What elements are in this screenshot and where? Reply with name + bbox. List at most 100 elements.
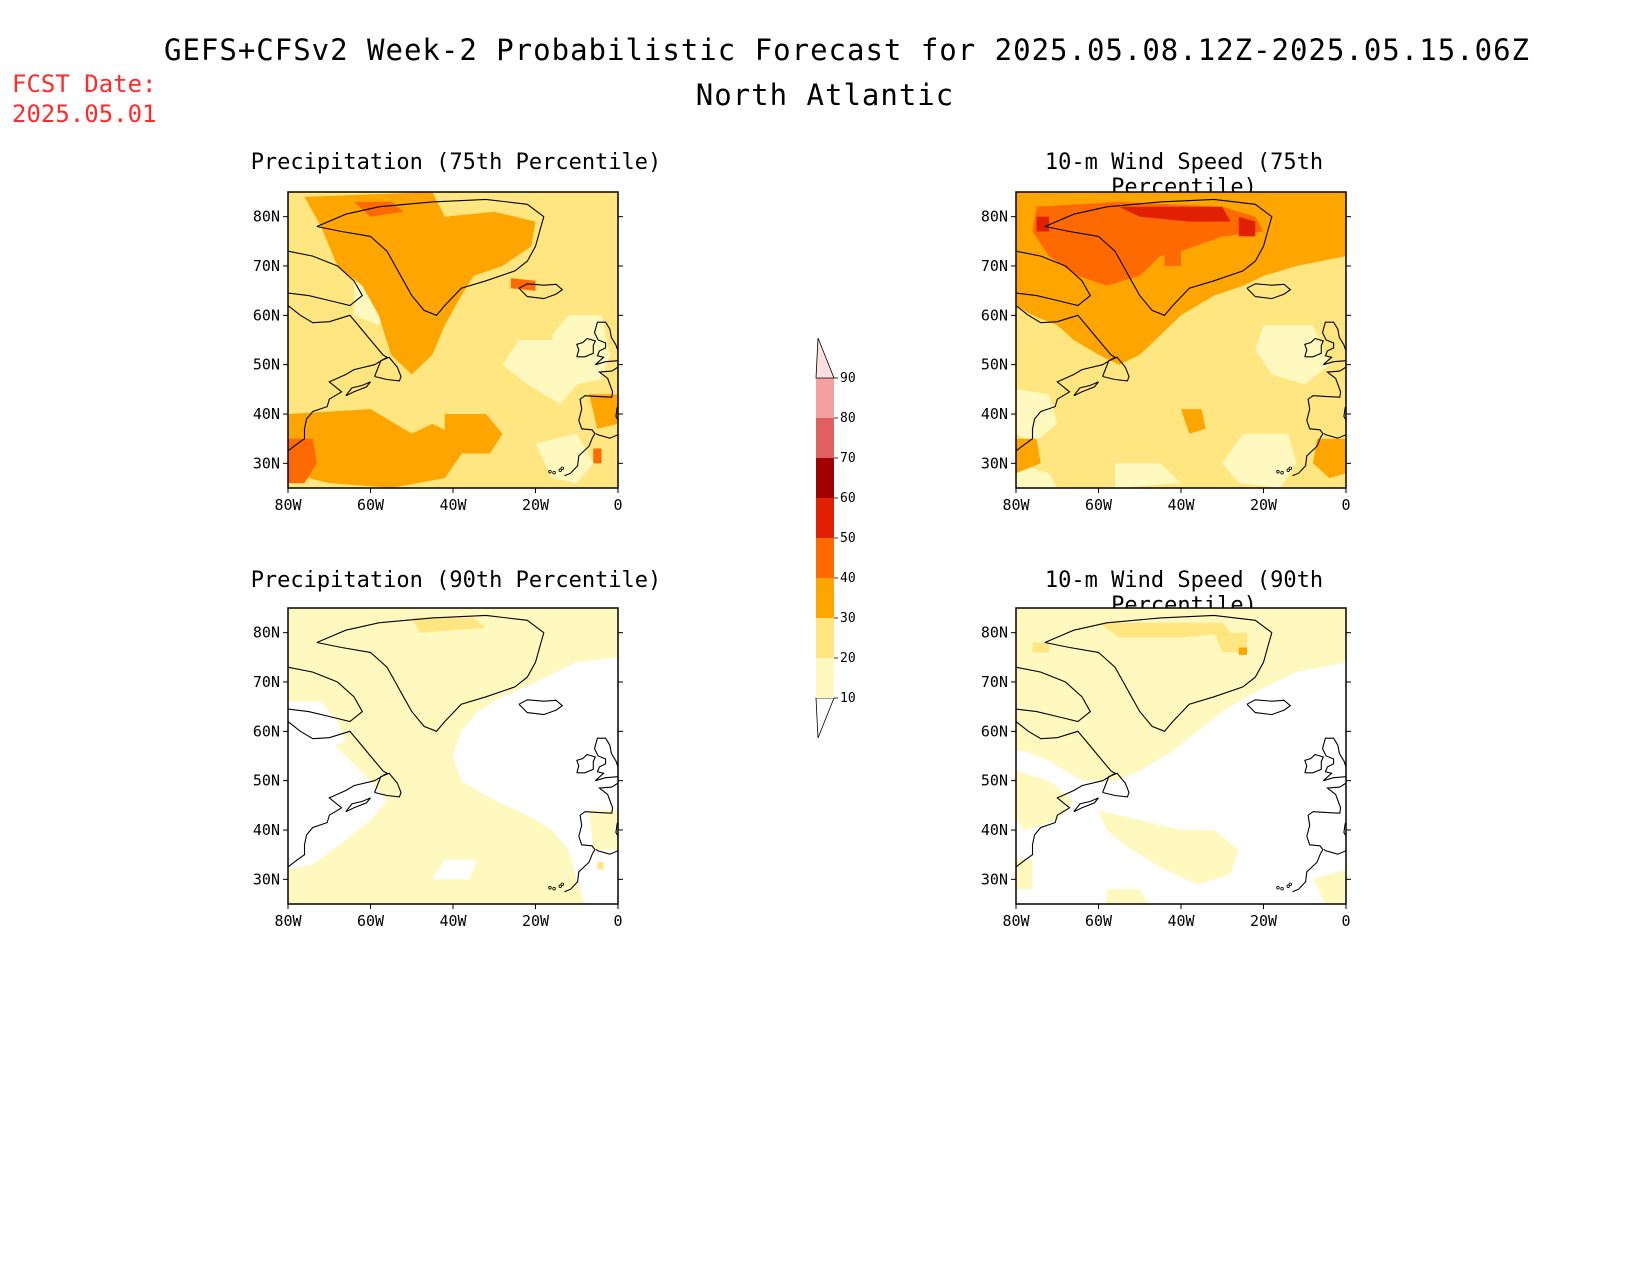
latitude-tick-label: 40N <box>253 821 280 839</box>
latitude-tick-label: 30N <box>981 454 1008 472</box>
colorbar-level-label: 10 <box>840 691 856 706</box>
colorbar-level-label: 30 <box>840 611 856 626</box>
latitude-tick-label: 80N <box>253 208 280 226</box>
probability-shading-region <box>1016 859 1033 890</box>
coastline <box>1321 321 1346 366</box>
latitude-tick-label: 30N <box>981 870 1008 888</box>
coastline <box>288 721 389 868</box>
longitude-tick-label: 60W <box>357 912 385 930</box>
latitude-tick-label: 60N <box>253 722 280 740</box>
coastline <box>345 797 371 813</box>
latitude-tick-label: 50N <box>253 772 280 790</box>
probability-shading-region <box>1214 632 1247 653</box>
coastline <box>564 782 618 893</box>
island-coastline <box>1288 882 1293 886</box>
probability-shading-region <box>411 617 486 633</box>
probability-shading-region <box>1313 869 1346 904</box>
longitude-tick-label: 20W <box>1250 912 1278 930</box>
probability-shading-region <box>288 608 618 904</box>
longitude-tick-label: 20W <box>522 912 550 930</box>
latitude-tick-label: 30N <box>253 870 280 888</box>
longitude-tick-label: 40W <box>439 496 467 514</box>
latitude-tick-label: 70N <box>253 257 280 275</box>
colorbar-lower-extension <box>815 697 835 739</box>
figure-title: GEFS+CFSv2 Week-2 Probabilistic Forecast… <box>163 33 1530 67</box>
latitude-tick-label: 30N <box>253 454 280 472</box>
forecast-date-label: FCST Date: <box>12 70 157 98</box>
colorbar-level-label: 80 <box>840 411 856 426</box>
longitude-tick-label: 40W <box>439 912 467 930</box>
island-coastline <box>560 466 565 470</box>
colorbar-level-label: 60 <box>840 491 856 506</box>
latitude-tick-label: 40N <box>253 405 280 423</box>
longitude-tick-label: 20W <box>522 496 550 514</box>
probability-shading-region <box>1032 201 1264 286</box>
coastline <box>576 337 597 358</box>
forecast-date-value: 2025.05.01 <box>12 100 157 128</box>
latitude-tick-label: 40N <box>981 405 1008 423</box>
latitude-tick-label: 50N <box>981 356 1008 374</box>
coastline <box>1044 614 1273 732</box>
coastline <box>595 848 618 855</box>
probability-shading-region <box>510 278 536 291</box>
latitude-tick-label: 70N <box>981 257 1008 275</box>
longitude-tick-label: 0 <box>1341 912 1350 930</box>
latitude-tick-label: 70N <box>981 673 1008 691</box>
region-subtitle: North Atlantic <box>695 78 955 112</box>
colorbar-level-label: 20 <box>840 651 856 666</box>
longitude-tick-label: 40W <box>1167 912 1195 930</box>
coastline <box>345 381 371 397</box>
longitude-tick-label: 60W <box>1085 496 1113 514</box>
panel-title-precip-75: Precipitation (75th Percentile) <box>250 150 662 175</box>
coastline <box>593 321 618 366</box>
probability-shading-region <box>589 810 618 850</box>
coastline <box>518 283 564 300</box>
latitude-tick-label: 60N <box>253 306 280 324</box>
probability-shading-region <box>1164 241 1181 266</box>
colorbar-segment <box>816 618 834 658</box>
coastline <box>1304 337 1325 358</box>
latitude-tick-label: 80N <box>981 624 1008 642</box>
probability-shading-region <box>1016 608 1346 781</box>
colorbar-segment <box>816 498 834 538</box>
map-wind-90: 80N 70N 60N 50N 40N 30N 80W 60W 40W 20W 0 <box>956 606 1356 946</box>
probability-shading-region <box>432 859 478 880</box>
coastline <box>593 737 618 782</box>
coastline <box>1323 848 1346 855</box>
map-precip-90: 80N 70N 60N 50N 40N 30N 80W 60W 40W 20W 0 <box>228 606 628 946</box>
probability-shading-region <box>502 340 585 405</box>
probability-shading-region <box>543 721 618 806</box>
probability-shading-region <box>597 862 604 870</box>
latitude-tick-label: 50N <box>253 356 280 374</box>
island-coastline <box>1286 468 1290 472</box>
island-coastline <box>1280 471 1284 475</box>
probability-shading-region <box>1181 409 1206 434</box>
latitude-tick-label: 40N <box>981 821 1008 839</box>
latitude-tick-label: 70N <box>253 673 280 691</box>
island-coastline <box>548 470 552 474</box>
latitude-tick-label: 50N <box>981 772 1008 790</box>
probability-shading-region <box>1238 216 1256 237</box>
probability-shading-region <box>1255 325 1330 385</box>
island-coastline <box>548 886 552 890</box>
probability-shading-region <box>1016 463 1058 488</box>
coastline <box>1246 283 1292 300</box>
coastline <box>1321 737 1346 782</box>
coastline <box>1304 753 1325 774</box>
longitude-tick-label: 0 <box>613 912 622 930</box>
coastline <box>1292 782 1346 893</box>
coastline <box>1044 198 1273 316</box>
latitude-tick-label: 80N <box>981 208 1008 226</box>
probability-shading-region <box>444 414 503 454</box>
probability-shading-region <box>1119 206 1231 222</box>
longitude-tick-label: 80W <box>274 912 302 930</box>
colorbar-level-label: 40 <box>840 571 856 586</box>
longitude-tick-label: 60W <box>357 496 385 514</box>
island-coastline <box>1276 470 1280 474</box>
colorbar-upper-extension <box>815 337 835 379</box>
probability-shading-region <box>1016 438 1041 474</box>
coastline <box>1016 666 1092 723</box>
island-coastline <box>552 887 556 891</box>
probability-shading-region <box>288 438 317 484</box>
coastline <box>1016 721 1117 868</box>
